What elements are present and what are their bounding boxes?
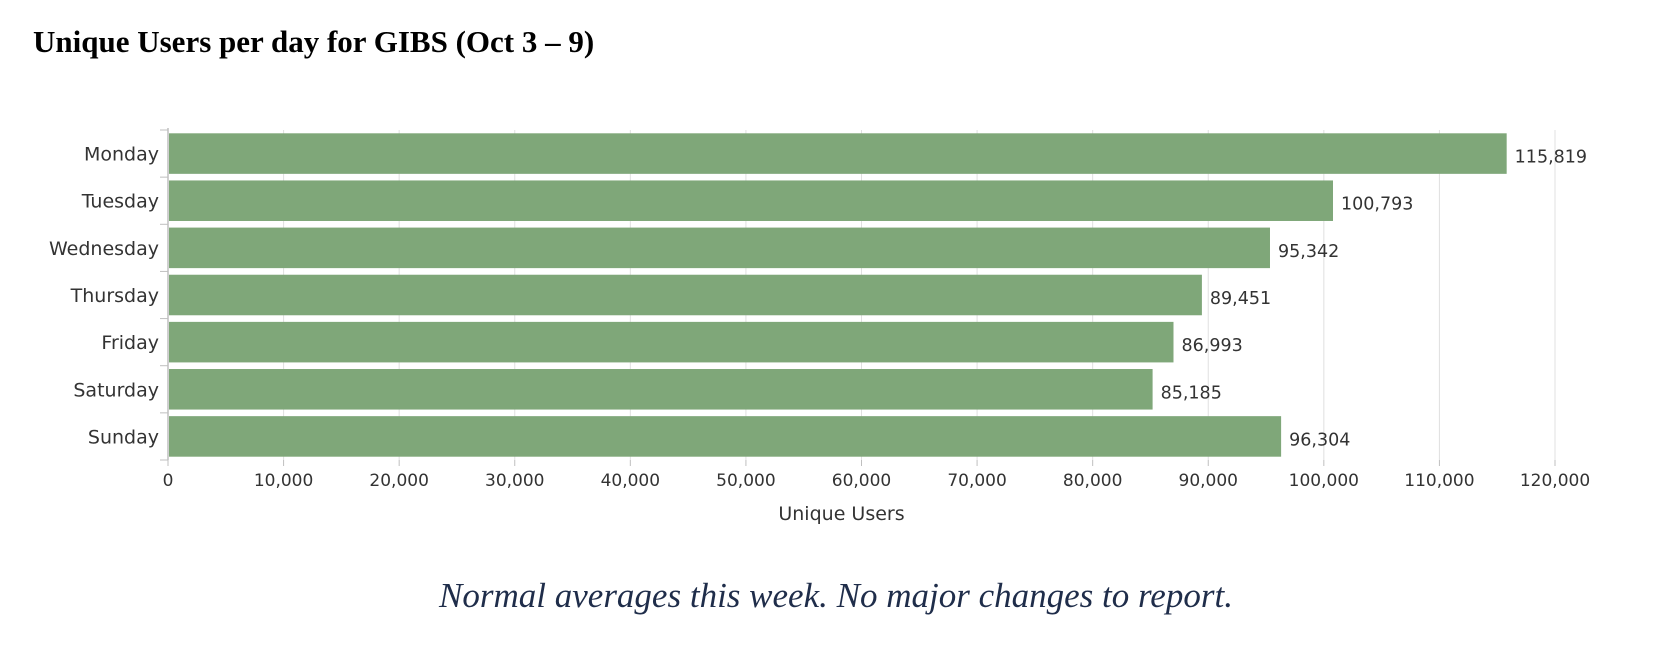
bar-chart: 0 10,000 20,000 30,000 40,000 50,000 60,000 70,… bbox=[49, 128, 1590, 525]
value-label: 115,819 bbox=[1515, 148, 1587, 168]
x-tick-label: 10,000 bbox=[254, 471, 313, 491]
bar-tuesday bbox=[169, 180, 1333, 221]
x-tick-label: 90,000 bbox=[1179, 471, 1238, 491]
bar-friday bbox=[169, 321, 1174, 363]
x-tick-label: 40,000 bbox=[601, 471, 660, 491]
bars bbox=[169, 133, 1507, 457]
x-tick-label: 120,000 bbox=[1520, 471, 1590, 491]
x-tick-label: 110,000 bbox=[1404, 471, 1474, 491]
x-tick-label: 50,000 bbox=[716, 471, 775, 491]
category-label: Friday bbox=[101, 332, 159, 354]
x-tick-label: 100,000 bbox=[1289, 471, 1359, 491]
bar-saturday bbox=[169, 369, 1153, 410]
x-tick-label: 30,000 bbox=[485, 471, 544, 491]
category-label: Saturday bbox=[73, 379, 159, 401]
value-label: 85,185 bbox=[1161, 383, 1222, 403]
category-label: Thursday bbox=[70, 285, 159, 307]
value-label: 96,304 bbox=[1289, 430, 1350, 450]
category-label: Tuesday bbox=[81, 191, 159, 213]
bar-wednesday bbox=[169, 227, 1270, 269]
category-label: Monday bbox=[84, 144, 159, 166]
value-label: 95,342 bbox=[1278, 242, 1339, 262]
footer-note: Normal averages this week. No major chan… bbox=[439, 576, 1233, 615]
bar-monday bbox=[169, 133, 1507, 174]
x-tick-label: 60,000 bbox=[832, 471, 891, 491]
x-tick-label: 0 bbox=[163, 471, 174, 491]
category-label: Wednesday bbox=[49, 238, 159, 260]
x-tick-label: 20,000 bbox=[369, 471, 428, 491]
x-tick-label: 70,000 bbox=[947, 471, 1006, 491]
axes bbox=[160, 128, 1556, 466]
page-title: Unique Users per day for GIBS (Oct 3 – 9… bbox=[33, 24, 595, 59]
x-axis-title: Unique Users bbox=[778, 503, 904, 525]
labels: 0 10,000 20,000 30,000 40,000 50,000 60,000 70,… bbox=[49, 144, 1590, 491]
category-label: Sunday bbox=[88, 426, 159, 448]
x-tick-label: 80,000 bbox=[1063, 471, 1122, 491]
bar-sunday bbox=[169, 416, 1282, 457]
value-label: 89,451 bbox=[1210, 289, 1271, 309]
bar-thursday bbox=[169, 274, 1202, 316]
value-label: 86,993 bbox=[1181, 336, 1242, 356]
value-label: 100,793 bbox=[1341, 195, 1413, 215]
